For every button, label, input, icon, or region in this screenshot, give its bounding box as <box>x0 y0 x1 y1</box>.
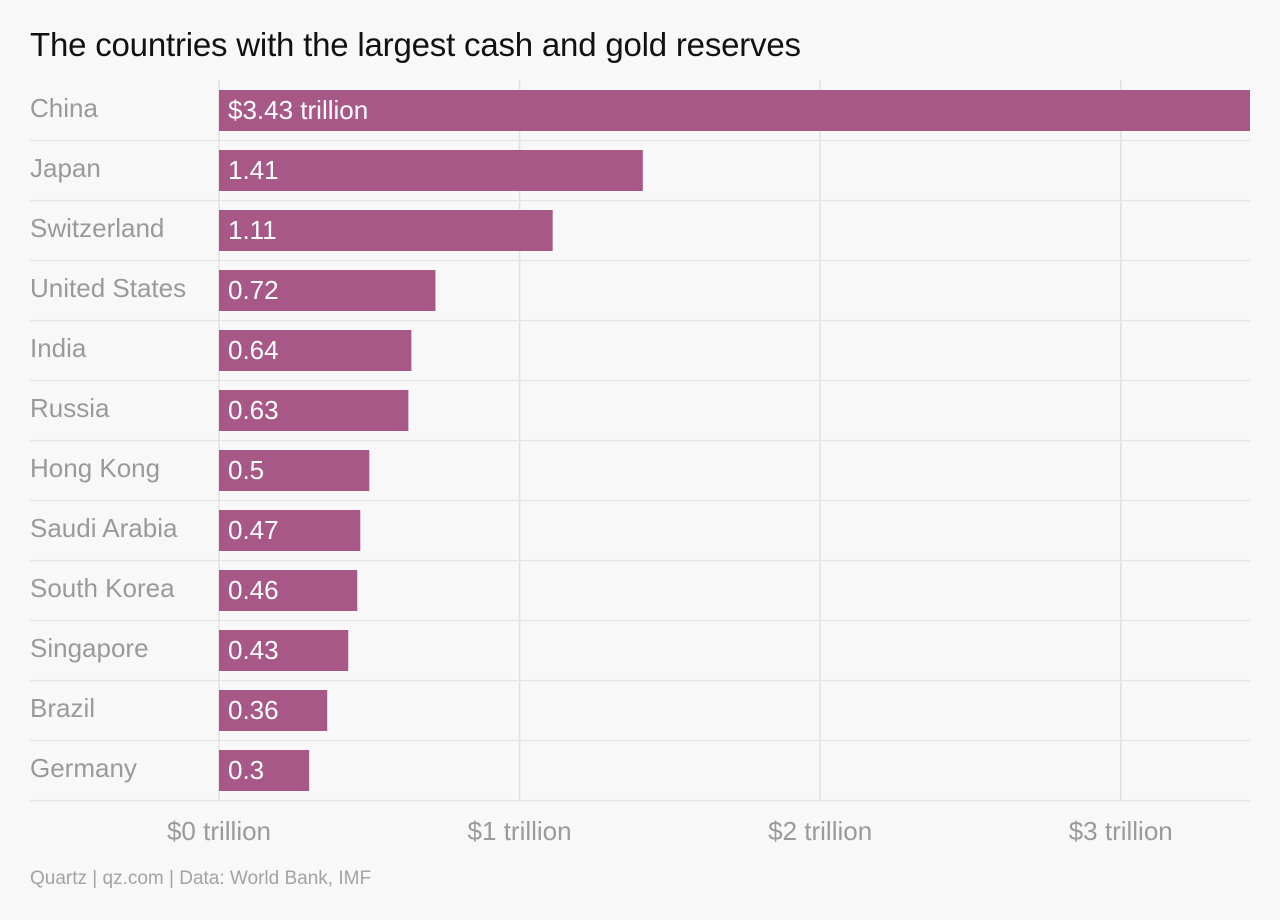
labels: China $3.43 trillion Japan 1.41 Switzerland 1… <box>30 93 368 785</box>
bar-value-label: 0.3 <box>228 755 264 785</box>
x-tick-label: $2 trillion <box>768 816 872 846</box>
bar-value-label: 0.64 <box>228 335 279 365</box>
source-note: Quartz | qz.com | Data: World Bank, IMF <box>30 868 372 889</box>
category-label: South Korea <box>30 573 175 603</box>
category-label: Russia <box>30 393 110 423</box>
bar <box>219 90 1250 131</box>
bar-value-label: 0.43 <box>228 635 279 665</box>
category-label: Germany <box>30 753 137 783</box>
category-label: Switzerland <box>30 213 164 243</box>
bar-value-label: $3.43 trillion <box>228 95 368 125</box>
row-separators <box>30 139 1250 802</box>
bar <box>219 450 370 491</box>
chart-title: The countries with the largest cash and … <box>30 26 801 63</box>
bar-chart: China $3.43 trillion Japan 1.41 Switzerland 1… <box>30 80 1250 846</box>
bar <box>219 150 643 191</box>
bar-value-label: 0.72 <box>228 275 279 305</box>
x-tick-label: $3 trillion <box>1069 816 1173 846</box>
bar-value-label: 0.47 <box>228 515 279 545</box>
bar <box>219 690 328 731</box>
bar-value-label: 0.63 <box>228 395 279 425</box>
bar-value-label: 0.5 <box>228 455 264 485</box>
category-label: Hong Kong <box>30 453 160 483</box>
bar <box>219 390 409 431</box>
category-label: Brazil <box>30 693 95 723</box>
bar-value-label: 1.41 <box>228 155 279 185</box>
category-label: Singapore <box>30 633 149 663</box>
bar <box>219 570 358 611</box>
bar <box>219 210 553 251</box>
bar-value-label: 1.11 <box>228 215 277 245</box>
bar <box>219 510 361 551</box>
bar <box>219 750 310 791</box>
category-label: Saudi Arabia <box>30 513 178 543</box>
category-label: India <box>30 333 87 363</box>
bar <box>219 330 412 371</box>
x-tick-label: $1 trillion <box>468 816 572 846</box>
x-axis-ticks: $0 trillion $1 trillion $2 trillion $3 tril… <box>167 816 1173 846</box>
bar <box>219 270 436 311</box>
bars <box>219 90 1250 791</box>
bar <box>219 630 349 671</box>
bar-value-label: 0.36 <box>228 695 279 725</box>
bar-value-label: 0.46 <box>228 575 279 605</box>
category-label: Japan <box>30 153 101 183</box>
x-tick-label: $0 trillion <box>167 816 271 846</box>
category-label: United States <box>30 273 186 303</box>
category-label: China <box>30 93 98 123</box>
